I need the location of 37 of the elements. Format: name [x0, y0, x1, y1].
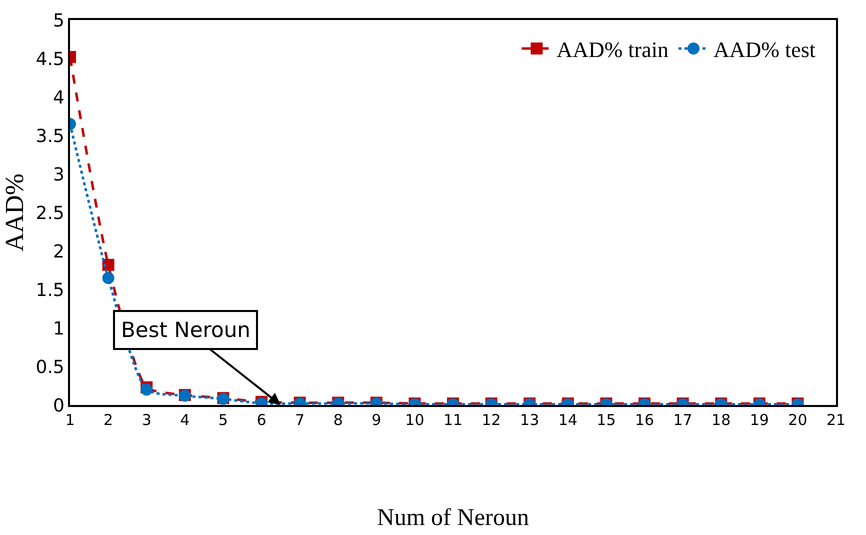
x-tick-label: 21	[826, 411, 846, 429]
legend-label: AAD% test	[713, 37, 816, 62]
x-tick-label: 17	[673, 411, 692, 429]
y-tick-label: 0	[52, 395, 64, 416]
x-tick-label: 13	[520, 411, 540, 429]
x-tick-label: 14	[558, 411, 578, 429]
annotation: Best Neroun	[121, 318, 250, 342]
x-tick-label: 11	[443, 411, 463, 429]
y-tick-label: 2.5	[36, 202, 64, 224]
x-tick-label: 19	[750, 411, 769, 429]
x-tick-label: 18	[712, 411, 731, 429]
y-tick-label: 2	[52, 241, 64, 262]
y-tick-label: 5	[52, 10, 64, 32]
x-tick-label: 5	[218, 411, 228, 429]
x-tick-label: 7	[295, 411, 305, 429]
x-tick-label: 3	[142, 411, 152, 429]
y-axis-title: AAD%	[0, 174, 29, 252]
x-tick-label: 2	[104, 411, 114, 429]
x-tick-label: 8	[333, 411, 343, 429]
y-tick-label: 4.5	[36, 48, 64, 70]
x-tick-label: 10	[405, 411, 424, 429]
x-axis-title: Num of Neroun	[377, 504, 529, 531]
x-tick-label: 16	[634, 411, 654, 429]
y-tick-label: 3.5	[36, 126, 64, 147]
x-tick-label: 15	[596, 411, 616, 429]
y-tick-label: 3	[52, 164, 64, 186]
x-tick-label: 12	[482, 411, 501, 429]
y-tick-label: 1	[52, 318, 64, 340]
y-tick-label: 0.5	[36, 356, 64, 378]
x-tick-label: 4	[180, 411, 190, 429]
x-tick-label: 9	[372, 411, 382, 429]
y-tick-label: 4	[52, 87, 64, 108]
y-tick-label: 1.5	[36, 280, 64, 301]
legend-label: AAD% train	[556, 37, 668, 62]
x-tick-label: 6	[256, 411, 266, 429]
x-tick-label: 20	[788, 411, 808, 429]
point	[102, 272, 114, 284]
